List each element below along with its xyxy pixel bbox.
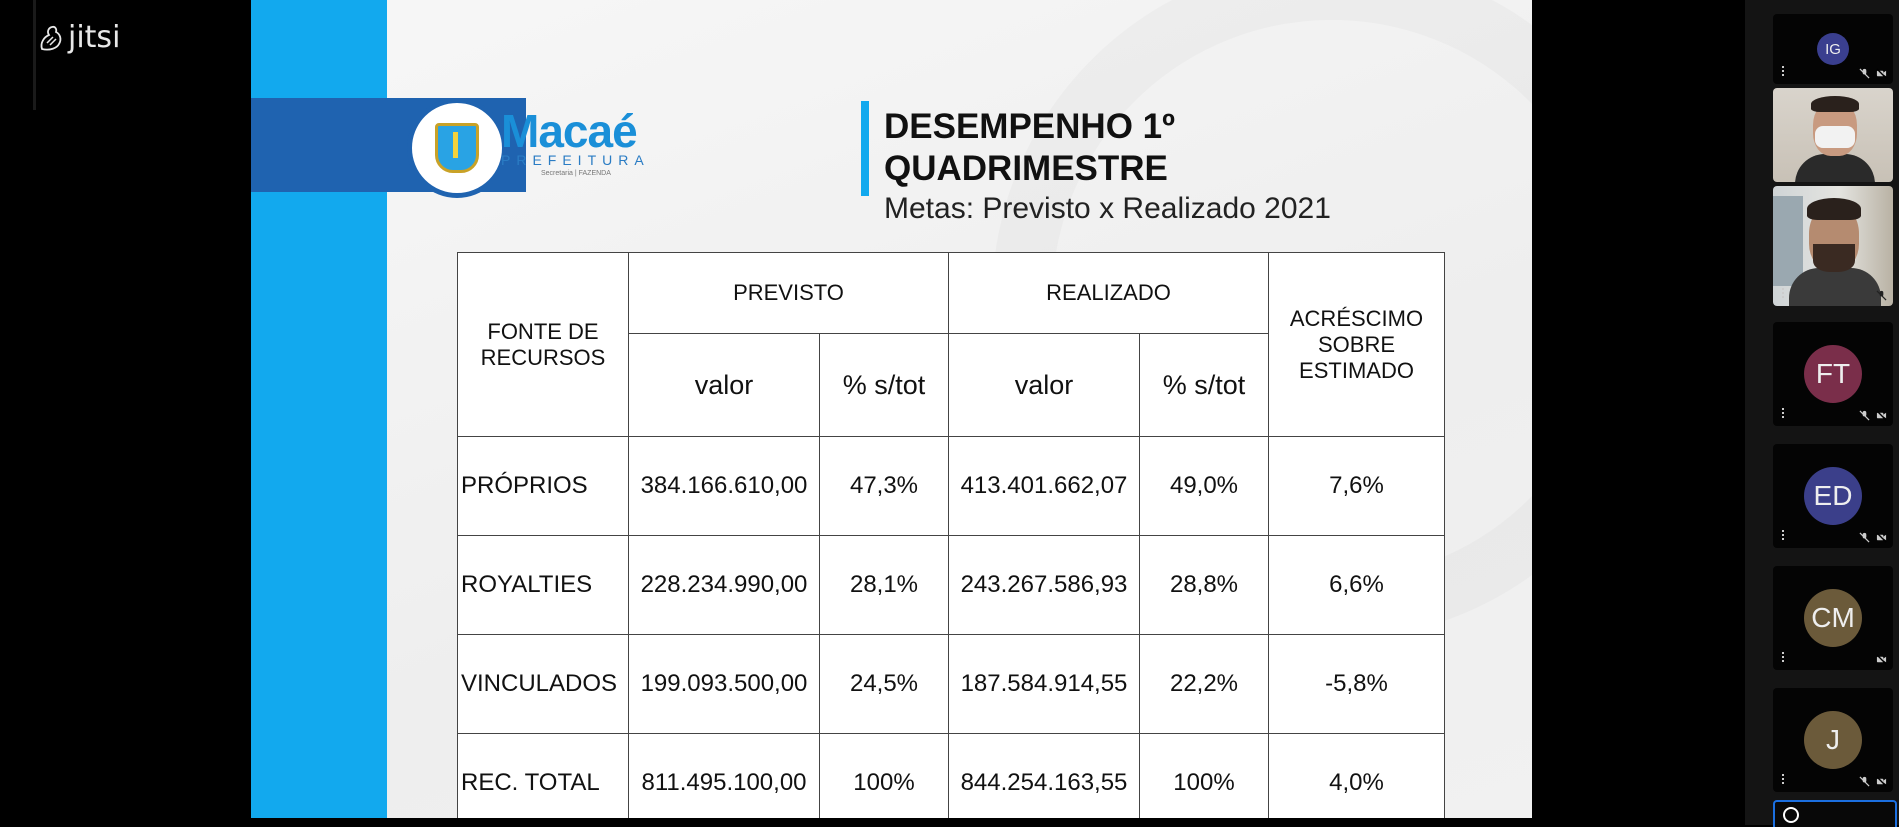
slide-title: DESEMPENHO 1º QUADRIMESTRE [884,106,1304,190]
logo-tiny-text: Secretaria | FAZENDA [541,170,611,177]
mic-muted-icon [1859,776,1870,787]
avatar: CM [1804,589,1862,647]
cell-prev-valor: 811.495.100,00 [628,733,820,818]
slide-subtitle: Metas: Previsto x Realizado 2021 [884,192,1331,225]
mic-muted-icon [1859,68,1870,79]
cell-real-valor: 413.401.662,07 [948,436,1140,536]
avatar: FT [1804,345,1862,403]
slide-title-line2: QUADRIMESTRE [884,149,1168,188]
cell-acrescimo: -5,8% [1268,634,1445,734]
camera-off-icon [1876,410,1887,421]
mic-muted-icon [1859,410,1870,421]
more-options-icon[interactable] [1782,288,1785,298]
participant-tile-video[interactable] [1773,88,1893,182]
participant-tile[interactable]: FT [1773,322,1893,426]
jitsi-mark-icon [40,25,62,51]
jitsi-logo[interactable]: jitsi [38,20,120,55]
cell-acrescimo: 4,0% [1268,733,1445,818]
cell-real-pct: 49,0% [1139,436,1269,536]
participant-tile-video[interactable] [1773,186,1893,306]
more-options-icon[interactable] [1782,66,1785,76]
table-row: ROYALTIES 228.234.990,00 28,1% 243.267.5… [457,535,1445,635]
cell-source: REC. TOTAL [457,733,629,818]
cell-prev-valor: 228.234.990,00 [628,535,820,635]
participant-tile[interactable]: CM [1773,566,1893,670]
cell-prev-valor: 199.093.500,00 [628,634,820,734]
tile-status-icons [1859,776,1887,787]
tile-status-icons [1876,654,1887,665]
header-source: FONTE DE RECURSOS [457,252,629,437]
slide-title-line1: DESEMPENHO 1º [884,107,1175,146]
tile-status-icons [1859,532,1887,543]
cell-acrescimo: 7,6% [1268,436,1445,536]
more-options-icon[interactable] [1782,652,1785,662]
metas-table: FONTE DE RECURSOS PREVISTO REALIZADO ACR… [457,252,1445,818]
avatar: J [1804,711,1862,769]
header-realizado: REALIZADO [948,252,1269,334]
city-seal-logo [407,98,507,198]
participant-tile[interactable]: J [1773,688,1893,792]
avatar: ED [1804,467,1862,525]
table-row: PRÓPRIOS 384.166.610,00 47,3% 413.401.66… [457,436,1445,536]
local-indicator-icon [1783,807,1799,823]
cell-real-valor: 844.254.163,55 [948,733,1140,818]
tile-status-icons [1859,68,1887,79]
participant-filmstrip[interactable]: IG FT [1745,0,1899,827]
camera-off-icon [1876,654,1887,665]
video-feed [1773,186,1893,306]
cell-acrescimo: 6,6% [1268,535,1445,635]
cell-real-valor: 243.267.586,93 [948,535,1140,635]
local-participant-tile[interactable] [1773,800,1897,827]
more-options-icon[interactable] [1782,530,1785,540]
participant-tile[interactable]: ED [1773,444,1893,548]
shared-screen-slide: Macaé PREFEITURA Secretaria | FAZENDA DE… [251,0,1532,818]
header-prev-pct: % s/tot [819,333,949,437]
jitsi-logo-text: jitsi [68,20,121,55]
video-feed [1773,88,1893,182]
header-prev-valor: valor [628,333,820,437]
avatar: IG [1817,33,1849,65]
table-row: REC. TOTAL 811.495.100,00 100% 844.254.1… [457,733,1445,818]
cell-prev-pct: 28,1% [819,535,949,635]
participant-tile[interactable]: IG [1773,14,1893,84]
logo-subtitle: PREFEITURA [501,152,650,168]
cell-real-valor: 187.584.914,55 [948,634,1140,734]
cell-prev-pct: 24,5% [819,634,949,734]
camera-off-icon [1876,532,1887,543]
more-options-icon[interactable] [1782,408,1785,418]
tile-status-icons [1859,410,1887,421]
cell-real-pct: 28,8% [1139,535,1269,635]
header-acrescimo: ACRÉSCIMO SOBRE ESTIMADO [1268,252,1445,437]
header-real-pct: % s/tot [1139,333,1269,437]
shield-icon [435,123,479,173]
city-logo-text: Macaé PREFEITURA Secretaria | FAZENDA [501,108,650,177]
cell-real-pct: 100% [1139,733,1269,818]
camera-off-icon [1876,68,1887,79]
cell-prev-pct: 100% [819,733,949,818]
cell-prev-valor: 384.166.610,00 [628,436,820,536]
cell-source: ROYALTIES [457,535,629,635]
cell-real-pct: 22,2% [1139,634,1269,734]
left-edge-divider [33,0,36,110]
cell-source: PRÓPRIOS [457,436,629,536]
header-real-valor: valor [948,333,1140,437]
tile-status-icons [1876,290,1887,301]
header-previsto: PREVISTO [628,252,949,334]
mic-muted-icon [1859,532,1870,543]
camera-off-icon [1876,776,1887,787]
mic-muted-icon [1876,290,1887,301]
title-accent-bar [861,101,869,196]
cell-source: VINCULADOS [457,634,629,734]
logo-name: Macaé [501,105,638,157]
more-options-icon[interactable] [1782,774,1785,784]
table-row: VINCULADOS 199.093.500,00 24,5% 187.584.… [457,634,1445,734]
cell-prev-pct: 47,3% [819,436,949,536]
